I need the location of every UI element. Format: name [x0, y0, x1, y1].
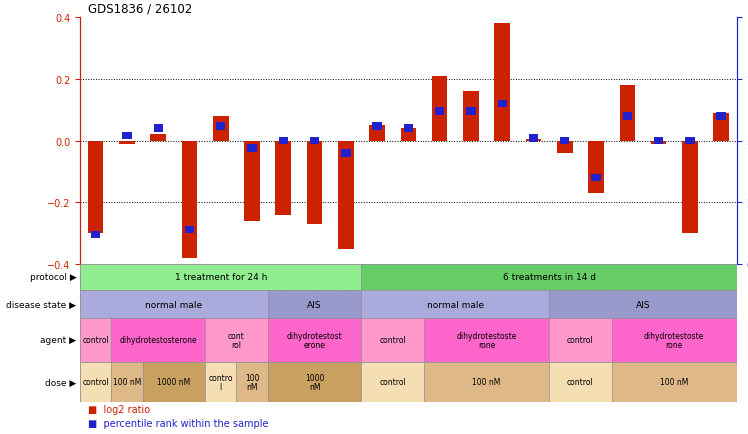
Bar: [424, 318, 549, 362]
Bar: [236, 362, 268, 402]
Bar: [497, 100, 507, 108]
Text: cont
rol: cont rol: [228, 331, 245, 349]
Text: dose ▶: dose ▶: [45, 378, 76, 387]
Bar: [432, 76, 447, 141]
Bar: [373, 122, 381, 130]
Bar: [268, 318, 361, 362]
Text: dihydrotestoste
rone: dihydrotestoste rone: [456, 331, 517, 349]
Bar: [714, 113, 729, 141]
Bar: [654, 137, 663, 145]
Bar: [213, 117, 229, 141]
Bar: [119, 141, 135, 144]
Text: dihydrotestoste
rone: dihydrotestoste rone: [644, 331, 705, 349]
Bar: [549, 290, 737, 318]
Bar: [205, 318, 268, 362]
Bar: [549, 362, 612, 402]
Text: AIS: AIS: [307, 300, 322, 309]
Text: ■  percentile rank within the sample: ■ percentile rank within the sample: [88, 418, 268, 428]
Bar: [435, 108, 444, 115]
Bar: [588, 141, 604, 194]
Bar: [592, 174, 601, 182]
Text: control: control: [379, 336, 406, 345]
Bar: [80, 290, 268, 318]
Bar: [466, 108, 476, 115]
Bar: [268, 290, 361, 318]
Bar: [361, 362, 424, 402]
Bar: [244, 141, 260, 221]
Bar: [619, 86, 635, 141]
Bar: [529, 135, 539, 142]
Bar: [494, 24, 510, 141]
Bar: [205, 362, 236, 402]
Bar: [560, 137, 569, 145]
Bar: [80, 318, 111, 362]
Bar: [338, 141, 354, 249]
Text: GDS1836 / 26102: GDS1836 / 26102: [88, 2, 191, 15]
Bar: [361, 290, 549, 318]
Bar: [361, 318, 424, 362]
Bar: [651, 141, 666, 144]
Bar: [143, 362, 205, 402]
Bar: [612, 318, 737, 362]
Text: 100 nM: 100 nM: [660, 378, 688, 387]
Text: dihydrotestosterone: dihydrotestosterone: [120, 336, 197, 345]
Bar: [307, 141, 322, 224]
Bar: [463, 92, 479, 141]
Bar: [248, 145, 257, 152]
Text: 1000
nM: 1000 nM: [305, 373, 325, 391]
Bar: [88, 141, 103, 233]
Text: 1 treatment for 24 h: 1 treatment for 24 h: [174, 273, 267, 282]
Text: protocol ▶: protocol ▶: [29, 273, 76, 282]
Text: disease state ▶: disease state ▶: [6, 300, 76, 309]
Text: normal male: normal male: [427, 300, 484, 309]
Bar: [310, 137, 319, 145]
Text: dihydrotestost
erone: dihydrotestost erone: [286, 331, 343, 349]
Bar: [150, 135, 166, 141]
Text: control: control: [379, 378, 406, 387]
Text: 6 treatments in 14 d: 6 treatments in 14 d: [503, 273, 595, 282]
Text: 100 nM: 100 nM: [473, 378, 500, 387]
Bar: [361, 264, 737, 290]
Text: contro
l: contro l: [209, 373, 233, 391]
Text: control: control: [567, 378, 594, 387]
Text: control: control: [82, 336, 109, 345]
Bar: [717, 113, 726, 120]
Bar: [526, 140, 542, 141]
Text: ■  log2 ratio: ■ log2 ratio: [88, 404, 150, 414]
Bar: [153, 125, 163, 133]
Bar: [685, 137, 695, 145]
Bar: [275, 141, 291, 215]
Bar: [80, 264, 361, 290]
Text: control: control: [82, 378, 109, 387]
Bar: [182, 141, 197, 258]
Text: 100 nM: 100 nM: [113, 378, 141, 387]
Bar: [216, 122, 225, 130]
Bar: [370, 126, 385, 141]
Bar: [91, 231, 100, 239]
Bar: [549, 318, 612, 362]
Text: 100
nM: 100 nM: [245, 373, 260, 391]
Bar: [80, 362, 111, 402]
Text: normal male: normal male: [145, 300, 203, 309]
Bar: [557, 141, 572, 154]
Bar: [622, 113, 632, 120]
Text: agent ▶: agent ▶: [40, 336, 76, 345]
Bar: [122, 132, 132, 140]
Bar: [268, 362, 361, 402]
Text: 1000 nM: 1000 nM: [157, 378, 191, 387]
Bar: [111, 362, 143, 402]
Bar: [111, 318, 205, 362]
Bar: [401, 129, 416, 141]
Bar: [424, 362, 549, 402]
Bar: [682, 141, 698, 233]
Bar: [404, 125, 413, 133]
Bar: [341, 150, 351, 158]
Bar: [185, 226, 194, 234]
Bar: [612, 362, 737, 402]
Text: AIS: AIS: [636, 300, 650, 309]
Bar: [278, 137, 288, 145]
Text: control: control: [567, 336, 594, 345]
